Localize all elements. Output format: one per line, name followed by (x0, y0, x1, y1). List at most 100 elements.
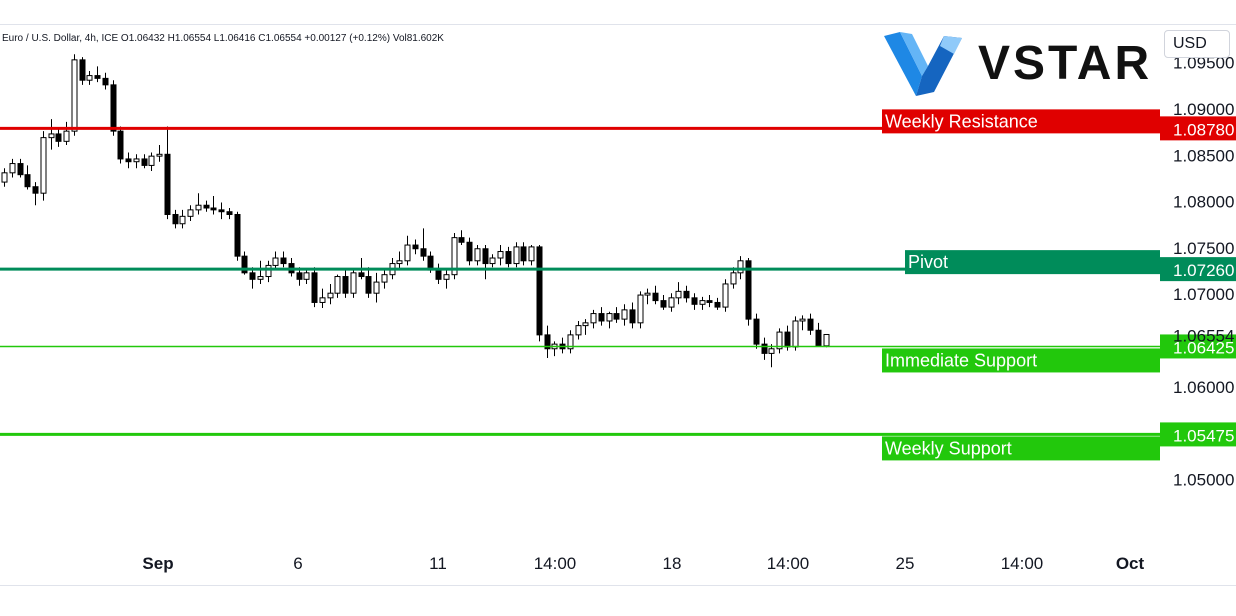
immediate-support-tag (882, 348, 1160, 373)
candle (55, 128, 62, 147)
pivot-price-label: 1.07260 (1173, 261, 1234, 280)
candle (544, 325, 551, 359)
candle-body (303, 272, 310, 280)
candle (520, 242, 527, 266)
candle-body (629, 309, 636, 324)
bottom-divider (0, 585, 1236, 586)
candle-body (311, 272, 318, 303)
candle-body (1, 172, 8, 183)
candle-body (125, 158, 132, 163)
candle (629, 302, 636, 329)
candle (590, 309, 597, 329)
candle-body (55, 133, 62, 142)
candle-body (706, 300, 713, 303)
y-tick-label: 1.08000 (1173, 193, 1234, 212)
candle-body (9, 163, 16, 174)
candle-body (722, 283, 729, 308)
candle (466, 237, 473, 266)
candle-body (544, 334, 551, 350)
candle (443, 270, 450, 289)
candle-body (474, 248, 481, 262)
x-tick-label: 6 (293, 554, 302, 573)
candle-body (319, 297, 326, 303)
weekly-support-price-label: 1.05475 (1173, 426, 1234, 445)
candle (17, 158, 24, 178)
candle-body (458, 237, 465, 243)
candle (218, 202, 225, 220)
candle-body (218, 209, 225, 213)
candle-body (520, 246, 527, 262)
candle (86, 70, 93, 85)
candle-body (71, 59, 78, 132)
candle (117, 126, 124, 164)
candle-body (613, 313, 620, 320)
candle (249, 267, 256, 289)
candle (606, 311, 613, 329)
candle (172, 209, 179, 229)
candle (94, 66, 101, 83)
candle (730, 267, 737, 289)
candle (102, 72, 109, 90)
candle (133, 154, 140, 169)
candle (567, 330, 574, 354)
candle (675, 282, 682, 305)
candle (63, 121, 70, 146)
candle (327, 283, 334, 305)
candle-body (699, 300, 706, 305)
candle (637, 291, 644, 329)
candle-body (536, 246, 543, 336)
candles-layer (1, 54, 830, 368)
weekly-resistance-tag-label: Weekly Resistance (885, 111, 1038, 131)
candle (458, 230, 465, 246)
candle-body (784, 331, 791, 348)
candle (24, 165, 31, 190)
candle (32, 182, 39, 206)
candle-body (745, 260, 752, 320)
candle (412, 239, 419, 255)
candle (799, 315, 806, 331)
candle-body (327, 292, 334, 299)
candle-body (683, 290, 690, 299)
candle (513, 242, 520, 268)
candle-body (714, 301, 721, 308)
candle (714, 297, 721, 310)
weekly-support-tag (882, 436, 1160, 461)
y-tick-label: 1.07000 (1173, 285, 1234, 304)
candle-body (117, 130, 124, 160)
candle (505, 246, 512, 268)
candle (435, 263, 442, 284)
weekly-support-tag-label: Weekly Support (885, 438, 1012, 458)
x-tick-label: 25 (896, 554, 915, 573)
candle (288, 258, 295, 277)
candle-body (451, 237, 458, 276)
candle-body (148, 155, 155, 166)
candle (148, 152, 155, 171)
candle (141, 154, 148, 169)
candle-body (226, 211, 233, 215)
candle (71, 54, 78, 136)
candle (582, 319, 589, 335)
candle-body (815, 329, 822, 347)
pivot-price-box (1160, 257, 1236, 282)
candle (528, 245, 535, 266)
currency-selector[interactable]: USD (1164, 30, 1230, 58)
candle (497, 245, 504, 266)
candle-body (691, 297, 698, 305)
candle-body (637, 294, 644, 324)
candle-body (102, 77, 109, 86)
x-tick-label: 18 (663, 554, 682, 573)
levels-layer: Weekly Resistance 1.08780 Pivot 1.07260 Imme… (0, 109, 1236, 461)
pivot-tag (905, 250, 1160, 275)
candle-body (776, 331, 783, 350)
candle (210, 195, 217, 215)
y-tick-label: 1.09000 (1173, 100, 1234, 119)
candle (156, 145, 163, 162)
y-tick-label: 1.05000 (1173, 470, 1234, 489)
last-price-label: 1.06554 (1173, 326, 1234, 345)
x-tick-label: 11 (429, 554, 447, 573)
candle-body (257, 276, 264, 280)
candle (396, 251, 403, 271)
candle-body (365, 276, 372, 294)
candle (280, 251, 287, 268)
